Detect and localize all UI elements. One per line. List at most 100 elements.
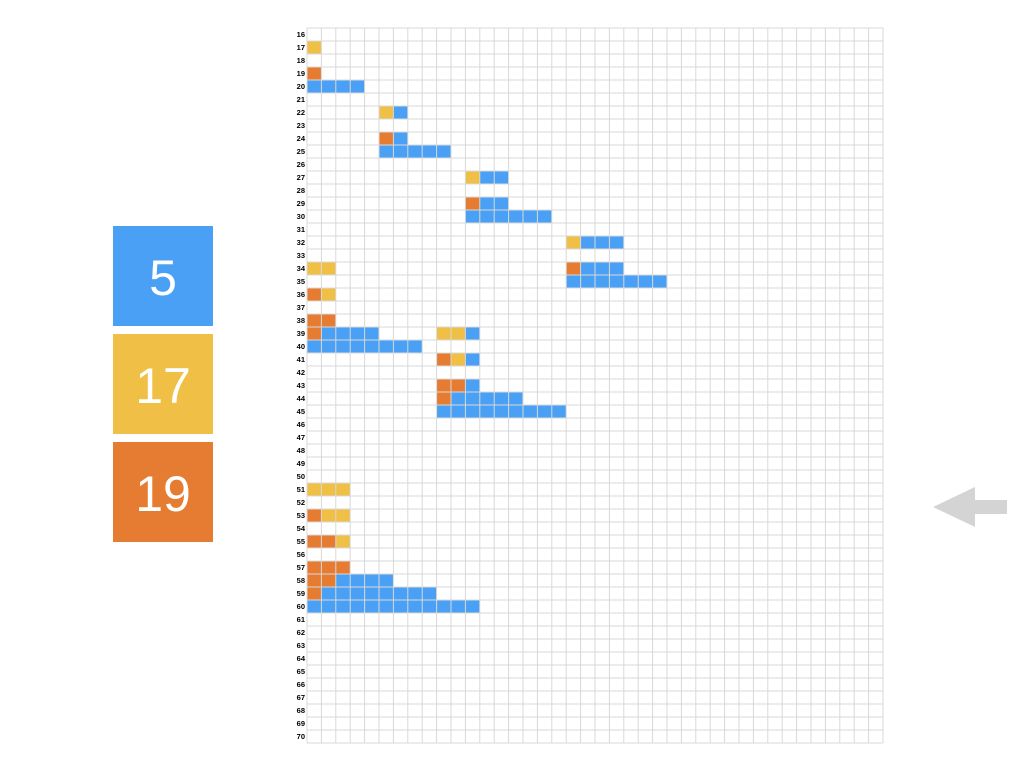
cell [393,145,408,158]
cell [307,80,322,93]
cell [465,379,480,392]
cell [321,327,336,340]
cell [436,379,451,392]
cell [307,327,322,340]
cell [379,587,394,600]
cell [307,340,322,353]
row-label: 54 [297,524,306,533]
cell [623,275,639,288]
cell [551,405,567,418]
cell [609,275,624,288]
cell [307,262,322,275]
row-label: 35 [297,277,305,286]
tile-column: 5 17 19 [113,226,213,542]
cell [407,600,423,613]
cell [364,600,379,613]
cell [436,353,451,366]
cell [335,587,351,600]
row-label: 52 [297,498,305,507]
cell [609,236,624,249]
cell [494,210,509,223]
cell [595,236,610,249]
cell [407,340,423,353]
cell [479,392,495,405]
cell [321,535,336,548]
back-arrow[interactable] [933,487,1007,527]
cell [465,405,480,418]
cell [393,600,408,613]
cell [580,236,595,249]
row-label: 44 [297,394,306,403]
row-label: 37 [297,303,305,312]
cell [307,41,322,54]
cell [451,405,466,418]
cell [508,392,523,405]
tile[interactable] [113,334,213,434]
cell [494,405,509,418]
row-label: 53 [297,511,305,520]
row-label: 27 [297,173,305,182]
cell [537,405,552,418]
cell [479,210,495,223]
cell [451,392,466,405]
cell [307,535,322,548]
cell [321,314,336,327]
cell [350,600,365,613]
cell [307,288,322,301]
row-label: 38 [297,316,305,325]
cell [321,587,336,600]
cell [465,210,480,223]
row-label: 29 [297,199,305,208]
cell [350,574,365,587]
row-label: 43 [297,381,305,390]
row-label: 36 [297,290,305,299]
row-label: 31 [297,225,305,234]
cell [350,80,365,93]
cell [580,275,595,288]
row-label: 51 [297,485,305,494]
tile-label: 19 [135,466,191,522]
row-label: 49 [297,459,305,468]
cell [335,327,351,340]
tile[interactable] [113,226,213,326]
row-label: 18 [297,56,305,65]
cell [436,145,451,158]
row-label: 20 [297,82,305,91]
cell [350,587,365,600]
tile-label: 5 [149,250,177,306]
row-label: 63 [297,641,305,650]
cell [307,600,322,613]
cell [465,392,480,405]
cell [321,288,336,301]
cell [451,600,466,613]
row-label: 59 [297,589,305,598]
tile[interactable] [113,442,213,542]
cell [436,600,451,613]
row-label: 26 [297,160,305,169]
row-label: 61 [297,615,305,624]
cell [451,379,466,392]
cell [407,145,423,158]
row-label: 17 [297,43,305,52]
row-label: 68 [297,706,305,715]
cell [350,327,365,340]
cell [508,405,523,418]
cell [436,405,451,418]
cell [422,600,437,613]
cell [393,132,408,145]
cell [436,327,451,340]
row-label: 21 [297,95,305,104]
cell [465,171,480,184]
row-label: 70 [297,732,305,741]
row-label: 28 [297,186,305,195]
cell [379,106,394,119]
row-label: 45 [297,407,305,416]
grid: 16 17 18 19 20 21 22 23 24 25 26 27 28 29 30 31 32 33 34 35… [297,27,884,744]
cell [479,197,495,210]
cell [609,262,624,275]
cell [335,80,351,93]
cell [566,236,581,249]
row-label: 42 [297,368,305,377]
cell [393,340,408,353]
